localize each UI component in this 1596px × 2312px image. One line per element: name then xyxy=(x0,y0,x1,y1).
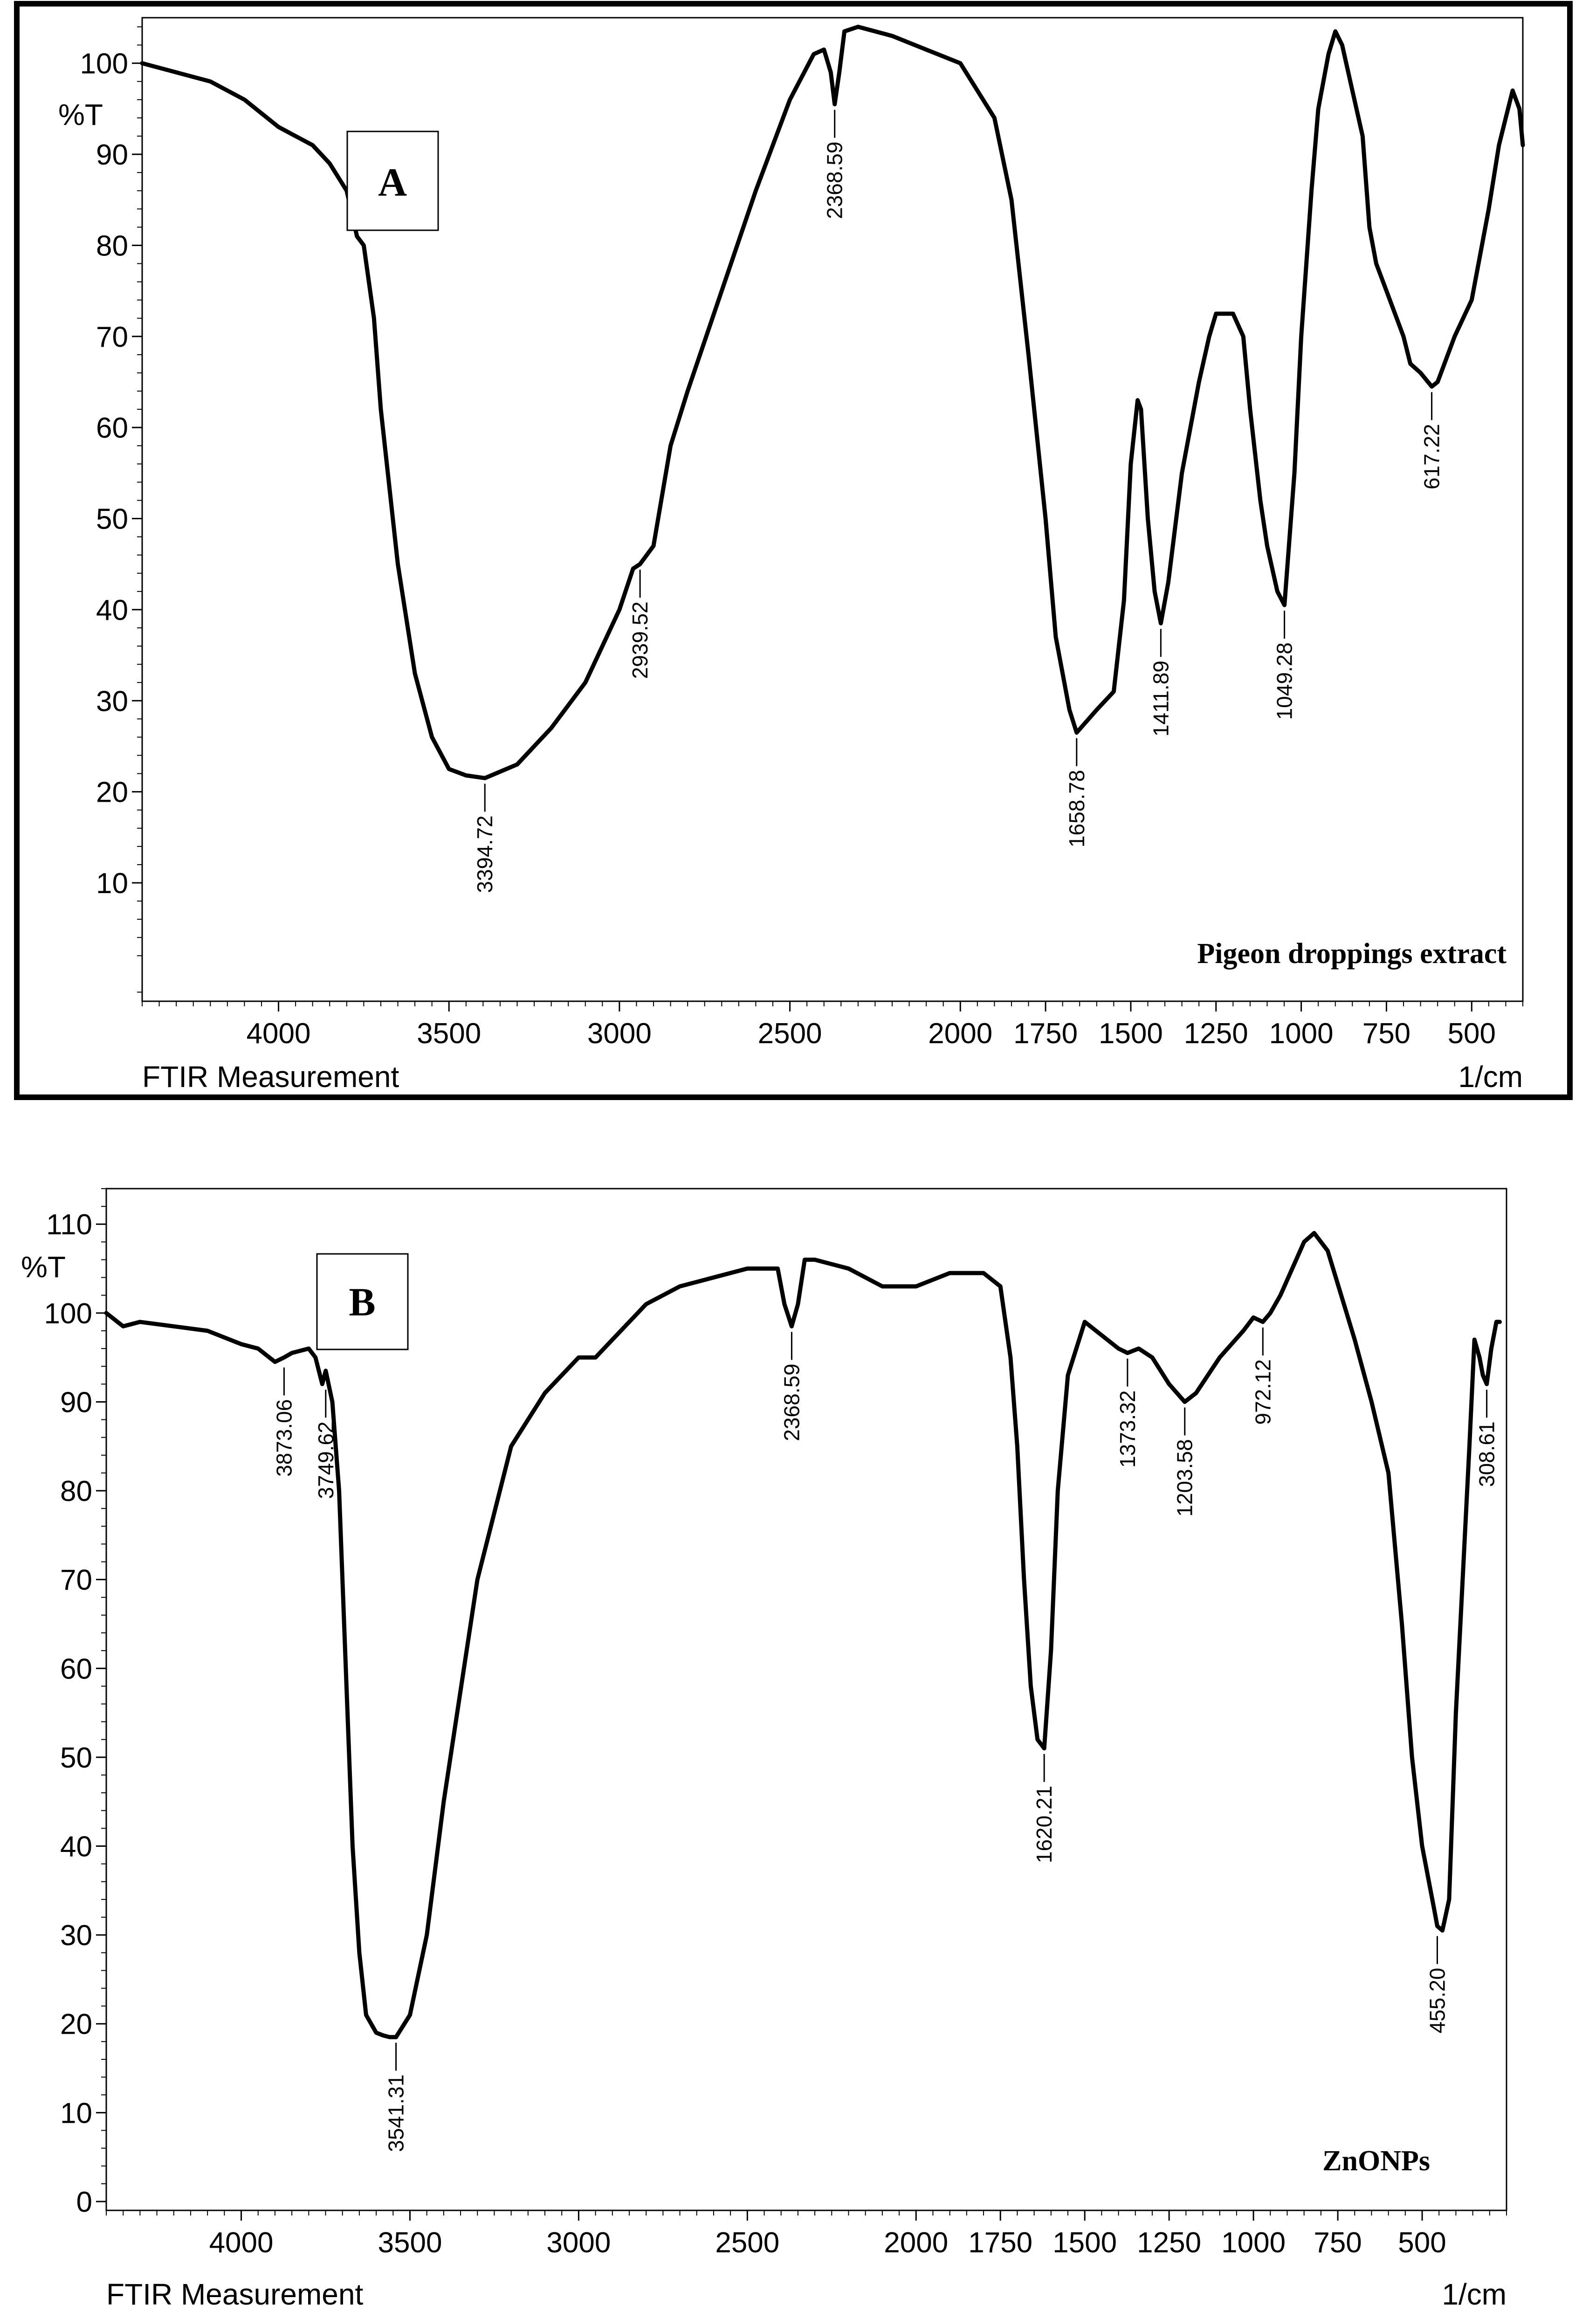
x-tick-label: 750 xyxy=(1362,1018,1410,1050)
panel-a-outer-frame xyxy=(14,1,1573,1100)
panel-b-y-axis-label: %T xyxy=(21,1250,66,1284)
y-tick-label: 30 xyxy=(60,1920,92,1952)
peak-label: 1049.28 xyxy=(1273,642,1297,720)
panel-a-plot-frame xyxy=(141,17,1524,1002)
y-tick-label: 70 xyxy=(96,321,128,353)
peak-label: 308.61 xyxy=(1475,1421,1499,1487)
y-tick-label: 10 xyxy=(60,2097,92,2129)
panel-b-x-axis: 4000 3500 3000 2500 2000 1750 1500 1250 1000 750 5… xyxy=(106,2210,1507,2259)
peak-label: 455.20 xyxy=(1425,1968,1449,2034)
panel-a-peak-labels: 3394.72 2939.52 2368.59 1658.78 1411.89 1049.… xyxy=(473,110,1444,893)
peak-label: 3749.62 xyxy=(314,1421,338,1499)
x-tick-label: 1750 xyxy=(968,2227,1032,2259)
peak-label: 2368.59 xyxy=(779,1363,804,1441)
y-tick-label: 100 xyxy=(80,48,128,80)
y-tick-label: 80 xyxy=(60,1475,92,1507)
x-tick-label: 1000 xyxy=(1269,1018,1334,1050)
panel-a-y-axis-label: %T xyxy=(58,98,103,131)
y-tick-label: 40 xyxy=(60,1831,92,1863)
peak-label: 1620.21 xyxy=(1032,1786,1056,1863)
peak-label: 3394.72 xyxy=(473,815,497,893)
panel-b-peak-labels: 3873.06 3749.62 3541.31 2368.59 1620.21 1373.… xyxy=(272,1327,1499,2152)
y-tick-label: 20 xyxy=(60,2009,92,2041)
peak-label: 2939.52 xyxy=(628,601,652,679)
y-tick-label: 60 xyxy=(60,1653,92,1685)
y-tick-label: 40 xyxy=(96,594,128,626)
panel-b-x-axis-unit: 1/cm xyxy=(1442,2278,1507,2311)
x-tick-label: 1250 xyxy=(1184,1018,1248,1050)
panel-a-sample-label: Pigeon droppings extract xyxy=(1197,938,1507,970)
x-tick-label: 3000 xyxy=(587,1018,652,1050)
x-tick-label: 1250 xyxy=(1137,2227,1201,2259)
peak-label: 1203.58 xyxy=(1173,1439,1197,1516)
panel-a-y-axis: 10 20 30 40 50 60 70 80 90 100 xyxy=(80,26,142,993)
x-tick-label: 3500 xyxy=(417,1018,481,1050)
peak-label: 972.12 xyxy=(1251,1359,1275,1425)
panel-a-letter: A xyxy=(378,160,407,205)
x-tick-label: 4000 xyxy=(209,2227,274,2259)
x-tick-label: 1500 xyxy=(1099,1018,1163,1050)
panel-b-plot-frame xyxy=(105,1188,1507,2211)
panel-a-x-axis: 4000 3500 3000 2500 2000 1750 1500 1250 1000 750 5… xyxy=(142,1001,1523,1050)
x-tick-label: 3500 xyxy=(378,2227,442,2259)
y-tick-label: 90 xyxy=(96,139,128,171)
peak-label: 2368.59 xyxy=(823,142,847,219)
x-tick-label: 3000 xyxy=(546,2227,611,2259)
y-tick-label: 50 xyxy=(60,1742,92,1774)
panel-b-y-axis: 0 10 20 30 40 50 60 70 80 90 100 110 xyxy=(44,1188,106,2218)
peak-label: 1411.89 xyxy=(1149,661,1173,736)
x-tick-label: 2500 xyxy=(758,1018,822,1050)
x-tick-label: 1750 xyxy=(1013,1018,1078,1050)
panel-a-letter-box xyxy=(346,131,439,231)
peak-label: 3541.31 xyxy=(384,2074,408,2152)
y-tick-label: 50 xyxy=(96,503,128,536)
panel-b-letter: B xyxy=(349,1280,375,1324)
x-tick-label: 2500 xyxy=(715,2227,779,2259)
peak-label: 617.22 xyxy=(1420,424,1444,489)
y-tick-label: 100 xyxy=(44,1298,92,1330)
x-tick-label: 4000 xyxy=(247,1018,311,1050)
x-tick-label: 500 xyxy=(1398,2227,1446,2259)
x-tick-label: 2000 xyxy=(884,2227,948,2259)
x-tick-label: 2000 xyxy=(928,1018,992,1050)
x-tick-label: 750 xyxy=(1314,2227,1362,2259)
y-tick-label: 10 xyxy=(96,867,128,900)
y-tick-label: 110 xyxy=(46,1209,92,1241)
panel-b-letter-box xyxy=(316,1253,409,1350)
y-tick-label: 30 xyxy=(96,685,128,717)
panel-b-x-axis-label: FTIR Measurement xyxy=(106,2278,363,2311)
panel-b-sample-label: ZnONPs xyxy=(1322,2145,1430,2177)
y-tick-label: 0 xyxy=(76,2186,92,2218)
panel-a-x-axis-unit: 1/cm xyxy=(1458,1060,1523,1094)
y-tick-label: 20 xyxy=(96,777,128,809)
panel-b: 0 10 20 30 40 50 60 70 80 90 100 110 4000 3500 3000 25… xyxy=(21,1188,1507,2311)
y-tick-label: 80 xyxy=(96,230,128,262)
panel-b-spectrum-line xyxy=(104,1231,1502,2039)
peak-label: 1373.32 xyxy=(1115,1390,1140,1468)
y-tick-label: 90 xyxy=(60,1386,92,1418)
x-tick-label: 1000 xyxy=(1221,2227,1286,2259)
panel-a-spectrum-line xyxy=(140,25,1525,780)
y-tick-label: 60 xyxy=(96,412,128,444)
panel-a: 10 20 30 40 50 60 70 80 90 100 4000 3500 3000 2500 20… xyxy=(14,1,1573,1100)
peak-label: 1658.78 xyxy=(1065,770,1089,847)
x-tick-label: 500 xyxy=(1448,1018,1496,1050)
y-tick-label: 70 xyxy=(60,1564,92,1596)
peak-label: 3873.06 xyxy=(272,1399,296,1477)
panel-a-x-axis-label: FTIR Measurement xyxy=(142,1060,399,1094)
x-tick-label: 1500 xyxy=(1053,2227,1117,2259)
